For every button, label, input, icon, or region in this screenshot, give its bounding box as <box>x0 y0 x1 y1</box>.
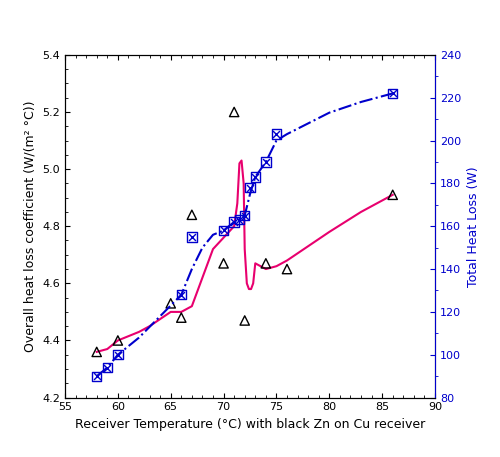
Point <box>230 218 238 226</box>
Point <box>272 130 280 138</box>
Point <box>252 173 260 181</box>
Point <box>252 173 260 181</box>
Point <box>262 260 270 267</box>
Point <box>178 291 186 298</box>
Point <box>114 351 122 358</box>
Point <box>272 130 280 138</box>
Point <box>92 372 100 380</box>
Point <box>388 90 396 97</box>
Point <box>388 90 396 97</box>
Point <box>240 212 248 219</box>
Point <box>92 348 100 356</box>
Point <box>114 351 122 358</box>
Point <box>178 314 186 321</box>
Point <box>240 212 248 219</box>
Point <box>188 211 196 218</box>
Point <box>230 108 238 116</box>
Point <box>178 291 186 298</box>
Point <box>246 184 254 191</box>
Point <box>262 158 270 165</box>
Point <box>114 337 122 344</box>
Point <box>166 300 174 307</box>
X-axis label: Receiver Temperature (°C) with black Zn on Cu receiver: Receiver Temperature (°C) with black Zn … <box>75 418 425 431</box>
Point <box>283 266 291 273</box>
Point <box>104 364 112 371</box>
Y-axis label: Overall heat loss coefficient (W/(m² °C)): Overall heat loss coefficient (W/(m² °C)… <box>24 101 36 352</box>
Point <box>220 227 228 234</box>
Point <box>188 233 196 240</box>
Point <box>220 260 228 267</box>
Point <box>220 227 228 234</box>
Point <box>262 158 270 165</box>
Point <box>104 364 112 371</box>
Point <box>188 233 196 240</box>
Point <box>388 191 396 198</box>
Point <box>236 216 244 223</box>
Point <box>246 184 254 191</box>
Point <box>230 218 238 226</box>
Point <box>92 372 100 380</box>
Point <box>240 317 248 324</box>
Y-axis label: Total Heat Loss (W): Total Heat Loss (W) <box>466 166 479 287</box>
Point <box>236 216 244 223</box>
